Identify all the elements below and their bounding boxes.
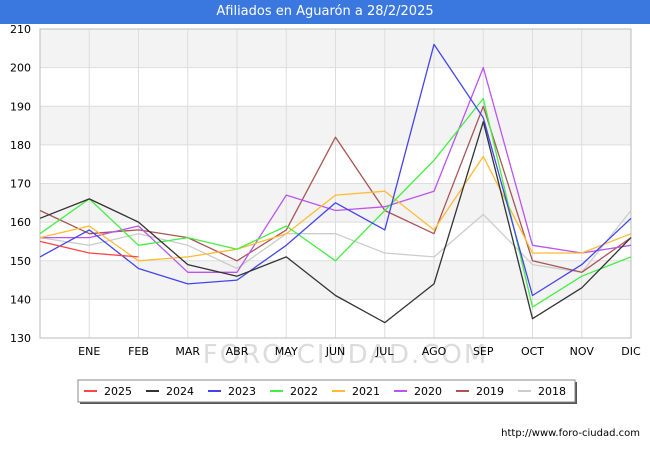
x-tick-label: FEB bbox=[128, 345, 149, 358]
series-line-2018 bbox=[39, 210, 632, 273]
chart-title: Afiliados en Aguarón a 28/2/2025 bbox=[0, 0, 650, 24]
x-tick-label: JUN bbox=[325, 345, 346, 358]
series-line-2023 bbox=[39, 43, 632, 297]
x-axis-ticks: ENE FEB MAR ABR MAY JUN JUL AGO SEP OCT NOV DIC bbox=[78, 345, 641, 358]
y-tick-label: 210 bbox=[10, 23, 31, 36]
x-tick-label: MAR bbox=[175, 345, 200, 358]
x-tick-label: JUL bbox=[375, 345, 394, 358]
y-axis-ticks: 130 140 150 160 170 180 190 200 210 bbox=[10, 23, 31, 345]
series-line-2022 bbox=[39, 97, 632, 308]
legend-label-2024: 2024 bbox=[166, 385, 194, 398]
series-lines bbox=[39, 43, 632, 324]
legend-label-2020: 2020 bbox=[414, 385, 442, 398]
y-tick-label: 200 bbox=[10, 62, 31, 75]
x-tick-label: SEP bbox=[473, 345, 494, 358]
plot-border bbox=[39, 28, 632, 339]
watermark-text: FORO-CIUDAD.COM bbox=[203, 340, 489, 370]
y-tick-label: 160 bbox=[10, 216, 31, 229]
gridlines bbox=[39, 28, 632, 339]
source-url: http://www.foro-ciudad.com bbox=[501, 428, 640, 439]
legend-label-2022: 2022 bbox=[290, 385, 318, 398]
legend-label-2021: 2021 bbox=[352, 385, 380, 398]
series-line-2019 bbox=[39, 105, 632, 273]
y-tick-label: 190 bbox=[10, 100, 31, 113]
legend: 2025 2024 2023 2022 2021 2020 2019 2018 bbox=[77, 379, 577, 404]
series-line-2020 bbox=[40, 66, 632, 273]
x-tick-label: ABR bbox=[226, 345, 249, 358]
x-tick-label: OCT bbox=[521, 345, 544, 358]
legend-box bbox=[77, 379, 576, 403]
legend-label-2025: 2025 bbox=[104, 385, 132, 398]
series-line-2024 bbox=[39, 121, 632, 324]
y-tick-label: 170 bbox=[10, 178, 31, 191]
y-tick-label: 140 bbox=[10, 293, 31, 306]
x-tick-label: MAY bbox=[275, 345, 298, 358]
y-tick-label: 130 bbox=[10, 332, 31, 345]
y-tick-label: 180 bbox=[10, 139, 31, 152]
y-tick-label: 150 bbox=[10, 255, 31, 268]
legend-label-2019: 2019 bbox=[476, 385, 504, 398]
legend-label-2018: 2018 bbox=[538, 385, 566, 398]
series-line-2021 bbox=[39, 155, 632, 262]
legend-label-2023: 2023 bbox=[228, 385, 256, 398]
x-tick-label: DIC bbox=[621, 345, 641, 358]
series-line-2025 bbox=[39, 240, 139, 258]
x-tick-label: ENE bbox=[78, 345, 100, 358]
x-tick-label: NOV bbox=[570, 345, 595, 358]
x-tick-label: AGO bbox=[422, 345, 447, 358]
